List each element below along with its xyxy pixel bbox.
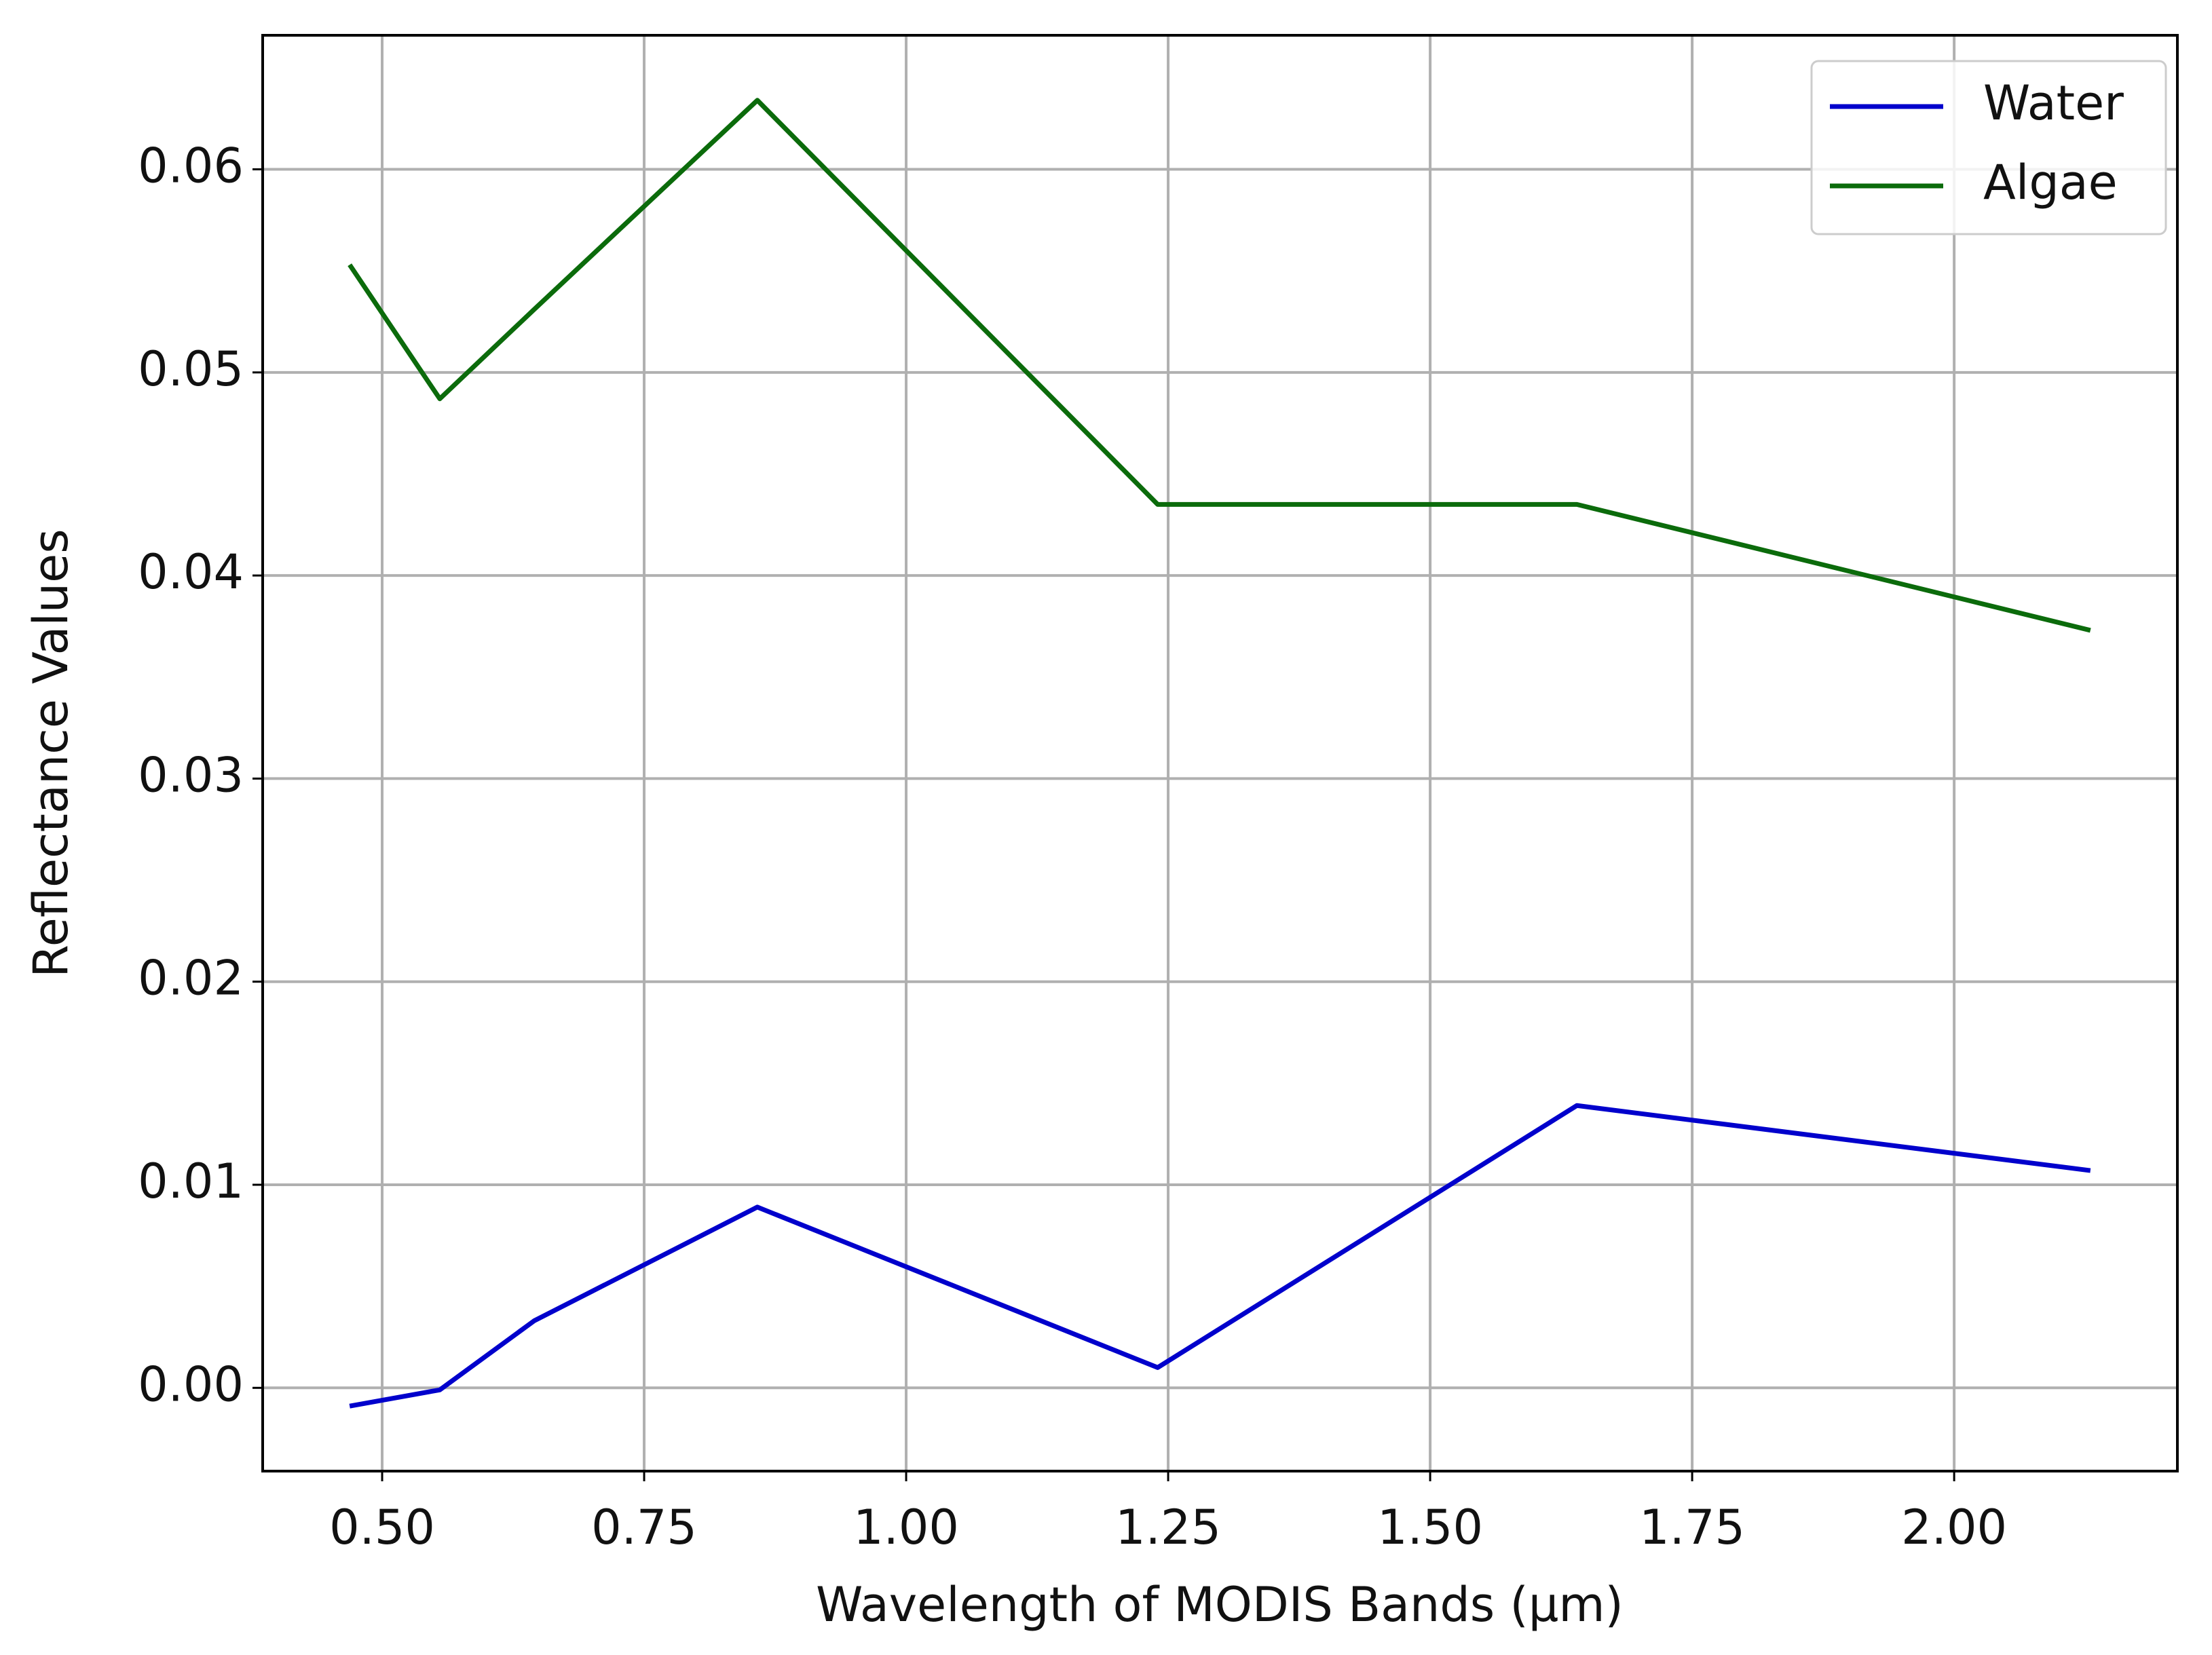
y-tick-label: 0.03 (138, 747, 244, 803)
legend-label: Water (1983, 75, 2124, 131)
y-tick-label: 0.02 (138, 951, 244, 1006)
y-tick-label: 0.06 (138, 138, 244, 194)
x-tick-label: 1.25 (1115, 1500, 1221, 1555)
plot-frame (261, 34, 2179, 1472)
y-tick-label: 0.04 (138, 544, 244, 600)
x-tick-label: 1.00 (853, 1500, 959, 1555)
legend-label: Algae (1983, 155, 2118, 210)
y-tick-label: 0.05 (138, 341, 244, 397)
y-axis-label: Reflectance Values (23, 529, 79, 977)
x-tick-label: 0.75 (591, 1500, 697, 1555)
y-tick-label: 0.01 (138, 1154, 244, 1209)
x-axis-label: Wavelength of MODIS Bands (µm) (816, 1577, 1624, 1633)
series-line (348, 98, 2091, 633)
y-tick-label: 0.00 (138, 1356, 244, 1412)
x-tick-label: 1.75 (1639, 1500, 1745, 1555)
series-line (349, 1103, 2091, 1409)
x-tick-label: 0.50 (329, 1500, 435, 1555)
x-tick-label: 1.50 (1377, 1500, 1483, 1555)
x-tick-label: 2.00 (1901, 1500, 2007, 1555)
